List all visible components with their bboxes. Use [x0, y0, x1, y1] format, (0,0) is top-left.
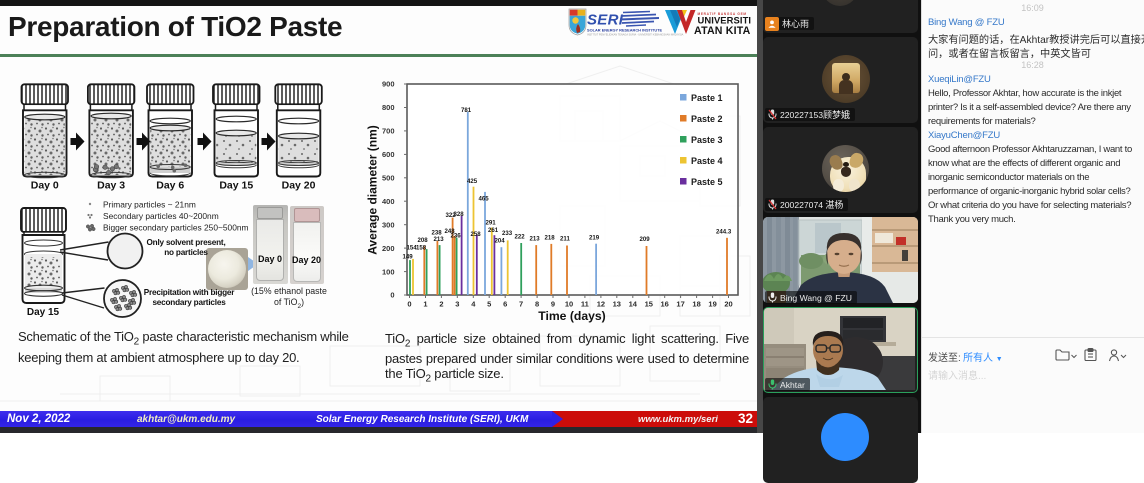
svg-text:213: 213	[434, 236, 445, 243]
svg-text:Paste 1: Paste 1	[691, 93, 723, 103]
svg-text:425: 425	[467, 178, 478, 185]
svg-text:12: 12	[597, 300, 605, 309]
svg-text:Paste 5: Paste 5	[691, 177, 723, 187]
svg-text:11: 11	[581, 300, 589, 309]
svg-text:1: 1	[423, 300, 427, 309]
svg-text:Day 3: Day 3	[97, 180, 125, 192]
svg-text:244.3: 244.3	[716, 229, 732, 236]
svg-text:209: 209	[640, 236, 651, 243]
svg-text:233: 233	[502, 230, 513, 237]
svg-text:10: 10	[565, 300, 573, 309]
svg-text:Secondary particles 40~200nm: Secondary particles 40~200nm	[103, 211, 219, 221]
svg-text:900: 900	[382, 80, 395, 89]
svg-text:248: 248	[445, 228, 456, 235]
svg-text:19: 19	[708, 300, 716, 309]
svg-text:6: 6	[503, 300, 507, 309]
svg-text:14: 14	[629, 300, 638, 309]
svg-text:INSTITUT PENYELIDIKAN TENAGA S: INSTITUT PENYELIDIKAN TENAGA SURIA - UNI…	[587, 34, 684, 37]
svg-text:218: 218	[545, 235, 556, 242]
svg-text:Time (days): Time (days)	[538, 309, 606, 323]
svg-text:Primary particles ~ 21nm: Primary particles ~ 21nm	[103, 200, 196, 210]
svg-text:200: 200	[382, 244, 395, 253]
svg-text:9: 9	[551, 300, 555, 309]
svg-text:18: 18	[692, 300, 700, 309]
svg-text:261: 261	[488, 227, 499, 234]
svg-text:600: 600	[382, 150, 395, 159]
svg-text:Day 15: Day 15	[27, 307, 60, 318]
svg-text:ATAN KITA: ATAN KITA	[694, 25, 751, 37]
svg-text:236: 236	[451, 233, 462, 240]
svg-text:MERATIF BANGSA GEM: MERATIF BANGSA GEM	[698, 12, 747, 16]
svg-text:Bigger secondary particles 250: Bigger secondary particles 250~500nm	[103, 223, 249, 233]
svg-text:17: 17	[676, 300, 684, 309]
svg-text:5: 5	[487, 300, 491, 309]
svg-text:700: 700	[382, 127, 395, 136]
svg-text:300: 300	[382, 220, 395, 229]
svg-text:SERI: SERI	[587, 12, 624, 29]
svg-text:500: 500	[382, 174, 395, 183]
svg-text:211: 211	[560, 236, 570, 243]
svg-text:Day 20: Day 20	[282, 180, 316, 192]
svg-text:13: 13	[613, 300, 621, 309]
svg-text:Day 15: Day 15	[219, 180, 253, 192]
svg-text:16: 16	[661, 300, 669, 309]
svg-text:465: 465	[479, 196, 490, 203]
svg-text:4: 4	[471, 300, 476, 309]
svg-text:2: 2	[439, 300, 443, 309]
svg-text:258: 258	[471, 231, 482, 238]
svg-text:20: 20	[724, 300, 732, 309]
svg-text:8: 8	[535, 300, 539, 309]
svg-text:328: 328	[454, 211, 465, 218]
svg-text:149: 149	[403, 254, 414, 261]
svg-text:238: 238	[432, 230, 443, 237]
svg-text:3: 3	[455, 300, 459, 309]
svg-text:100: 100	[382, 267, 395, 276]
svg-text:800: 800	[382, 103, 395, 112]
svg-text:0: 0	[390, 291, 394, 300]
svg-text:781: 781	[461, 107, 472, 114]
svg-text:219: 219	[589, 235, 600, 242]
svg-text:Paste 4: Paste 4	[691, 156, 723, 166]
svg-text:322: 322	[446, 212, 457, 219]
svg-text:0: 0	[407, 300, 411, 309]
svg-text:291: 291	[486, 220, 497, 227]
svg-text:Paste 2: Paste 2	[691, 114, 723, 124]
svg-text:Day 6: Day 6	[156, 180, 184, 192]
svg-text:208: 208	[418, 237, 429, 244]
svg-text:400: 400	[382, 197, 395, 206]
svg-text:Average diameter (nm): Average diameter (nm)	[366, 125, 380, 255]
svg-text:222: 222	[515, 234, 526, 241]
svg-text:Day 0: Day 0	[31, 180, 59, 192]
svg-text:UNIVERSITI: UNIVERSITI	[698, 15, 752, 26]
svg-text:158: 158	[416, 245, 427, 252]
svg-text:SOLAR ENERGY RESEARCH INSTITUT: SOLAR ENERGY RESEARCH INSTITUTE	[587, 28, 663, 33]
svg-text:15: 15	[645, 300, 653, 309]
svg-text:Paste 3: Paste 3	[691, 135, 723, 145]
svg-text:154: 154	[407, 245, 418, 252]
svg-text:204: 204	[495, 238, 506, 245]
svg-text:213: 213	[530, 236, 541, 243]
svg-text:7: 7	[519, 300, 523, 309]
